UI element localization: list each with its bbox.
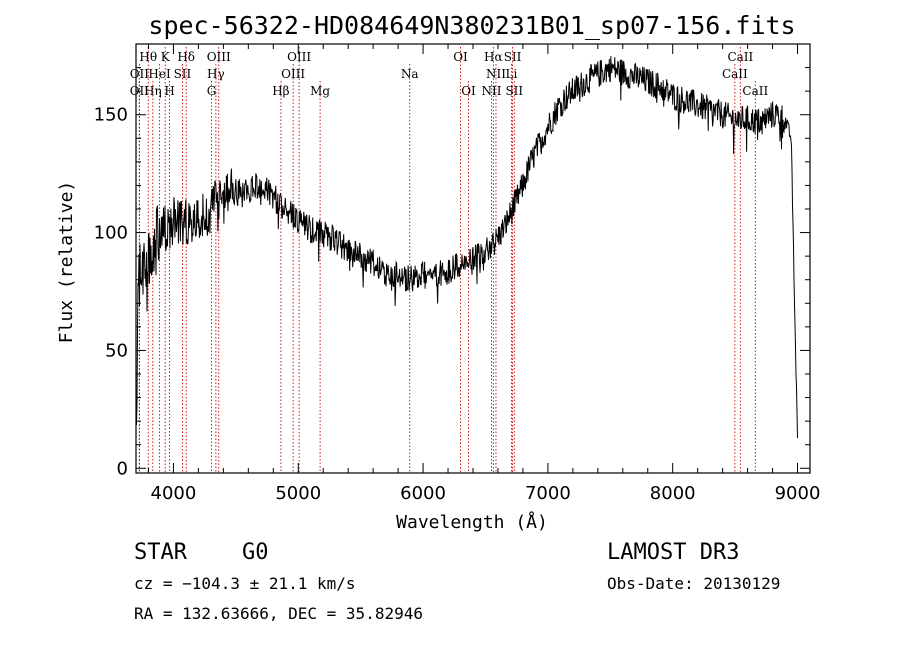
line-label: OIII bbox=[281, 67, 305, 81]
x-tick-label: 6000 bbox=[400, 483, 446, 504]
line-label: NII bbox=[486, 67, 506, 81]
chart-title: spec-56322-HD084649N380231B01_sp07-156.f… bbox=[148, 11, 795, 40]
line-label: CaII bbox=[742, 84, 768, 98]
line-label: K bbox=[161, 50, 171, 64]
line-label: G bbox=[207, 84, 217, 98]
line-label: OI bbox=[461, 84, 476, 98]
y-axis-label: Flux (relative) bbox=[56, 181, 77, 344]
y-tick-label: 150 bbox=[94, 105, 128, 126]
object-class: STAR bbox=[134, 540, 188, 565]
x-tick-label: 5000 bbox=[275, 483, 321, 504]
line-label: CaII bbox=[727, 50, 753, 64]
x-tick-label: 4000 bbox=[151, 483, 197, 504]
line-label: Li bbox=[506, 67, 518, 81]
line-label: Hθ bbox=[139, 50, 157, 64]
redshift-velocity: cz = −104.3 ± 21.1 km/s bbox=[134, 574, 356, 593]
line-label: OIII bbox=[287, 50, 311, 64]
line-label: Hα bbox=[484, 50, 503, 64]
line-label: SII bbox=[505, 84, 523, 98]
line-label: Na bbox=[401, 67, 419, 81]
line-label: OII bbox=[130, 67, 150, 81]
line-label: OIII bbox=[207, 50, 231, 64]
line-label: HeI bbox=[148, 67, 171, 81]
line-label: Hη bbox=[144, 84, 162, 98]
observation-date: Obs-Date: 20130129 bbox=[607, 574, 780, 593]
y-tick-label: 100 bbox=[94, 223, 128, 244]
y-axis-ticks: 0 50 100 150 bbox=[94, 67, 810, 479]
x-tick-label: 7000 bbox=[525, 483, 571, 504]
object-subclass: G0 bbox=[242, 540, 269, 565]
x-axis-label: Wavelength (Å) bbox=[396, 511, 548, 533]
emission-line-markers bbox=[138, 47, 756, 473]
line-label: SII bbox=[174, 67, 192, 81]
line-label: SII bbox=[504, 50, 522, 64]
y-tick-label: 50 bbox=[105, 340, 128, 361]
y-tick-label: 0 bbox=[117, 458, 128, 479]
x-axis-ticks: 4000 5000 6000 7000 8000 9000 bbox=[147, 44, 821, 504]
line-label: Mg bbox=[310, 84, 330, 98]
survey-name: LAMOST DR3 bbox=[607, 540, 739, 565]
spectrum-line bbox=[135, 56, 798, 439]
line-label: NII bbox=[481, 84, 501, 98]
line-label: Hγ bbox=[207, 67, 225, 81]
x-tick-label: 9000 bbox=[775, 483, 821, 504]
line-label: CaII bbox=[722, 67, 748, 81]
spectrum-series bbox=[135, 56, 798, 439]
line-label: H bbox=[164, 84, 174, 98]
sky-coordinates: RA = 132.63666, DEC = 35.82946 bbox=[134, 604, 423, 623]
line-label: Hβ bbox=[272, 84, 289, 98]
line-label: Hδ bbox=[177, 50, 195, 64]
x-tick-label: 8000 bbox=[650, 483, 696, 504]
line-label: OI bbox=[453, 50, 468, 64]
